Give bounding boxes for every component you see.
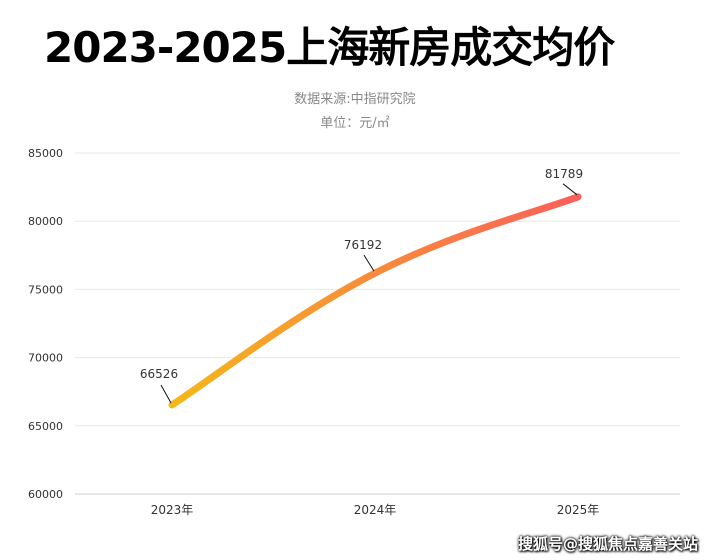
y-tick-label: 75000 [28, 283, 63, 296]
chart-source: 数据来源:中指研究院 [294, 92, 416, 107]
data-label-leader [363, 254, 375, 272]
data-point [372, 270, 378, 276]
y-tick-label: 85000 [28, 147, 63, 160]
data-label: 81789 [545, 167, 583, 181]
watermark: 搜狐号@搜狐焦点嘉善关站 [517, 535, 698, 553]
series-line [168, 193, 582, 409]
data-label-leader [160, 384, 172, 404]
series-line-group [168, 193, 582, 409]
y-tick-label: 80000 [28, 215, 63, 228]
chart-unit: 单位：元/㎡ [320, 116, 390, 131]
x-tick-label: 2023年 [151, 503, 194, 517]
y-tick-label: 65000 [28, 420, 63, 433]
grid-lines [75, 152, 680, 495]
x-axis: 2023年 2024年 2025年 [151, 503, 600, 517]
y-axis: 60000 65000 70000 75000 80000 85000 [28, 147, 63, 501]
data-point [169, 402, 175, 408]
data-point [575, 194, 581, 200]
y-tick-label: 70000 [28, 352, 63, 365]
data-label-group: 66526 76192 81789 [140, 167, 583, 404]
x-tick-label: 2024年 [354, 503, 397, 517]
data-label: 76192 [344, 238, 382, 252]
chart-title: 2023-2025上海新房成交均价 [44, 23, 615, 72]
data-label-leader [562, 183, 578, 196]
y-tick-label: 60000 [28, 488, 63, 501]
x-tick-label: 2025年 [557, 503, 600, 517]
data-label: 66526 [140, 367, 178, 381]
